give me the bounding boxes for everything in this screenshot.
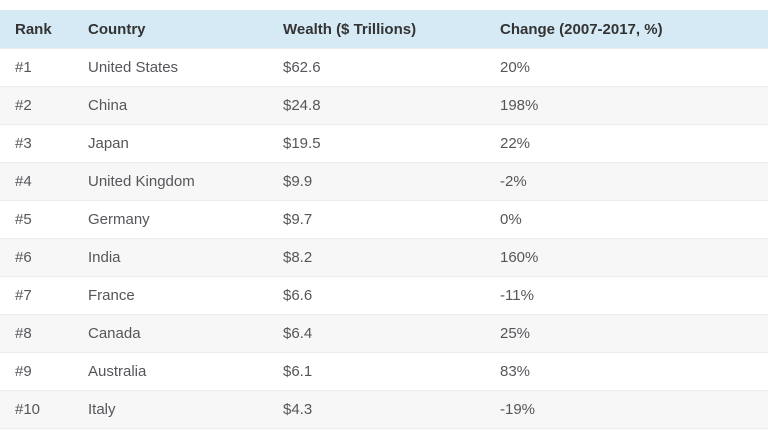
wealth-cell: $24.8 bbox=[283, 86, 500, 125]
table-row: #5 Germany $9.7 0% bbox=[0, 200, 768, 239]
change-cell: 22% bbox=[500, 124, 768, 163]
country-cell: United Kingdom bbox=[88, 162, 283, 201]
rank-cell: #5 bbox=[0, 200, 88, 239]
wealth-by-country-table: Rank Country Wealth ($ Trillions) Change… bbox=[0, 10, 768, 429]
change-cell: 160% bbox=[500, 238, 768, 277]
change-cell: -2% bbox=[500, 162, 768, 201]
wealth-cell: $9.9 bbox=[283, 162, 500, 201]
rank-cell: #6 bbox=[0, 238, 88, 277]
column-header-wealth: Wealth ($ Trillions) bbox=[283, 10, 500, 49]
table-row: #8 Canada $6.4 25% bbox=[0, 314, 768, 353]
wealth-cell: $62.6 bbox=[283, 48, 500, 87]
table-row: #7 France $6.6 -11% bbox=[0, 276, 768, 315]
column-header-country: Country bbox=[88, 10, 283, 49]
rank-cell: #9 bbox=[0, 352, 88, 391]
rank-cell: #4 bbox=[0, 162, 88, 201]
country-cell: France bbox=[88, 276, 283, 315]
change-cell: 198% bbox=[500, 86, 768, 125]
table-row: #4 United Kingdom $9.9 -2% bbox=[0, 162, 768, 201]
country-cell: United States bbox=[88, 48, 283, 87]
change-cell: 0% bbox=[500, 200, 768, 239]
rank-cell: #2 bbox=[0, 86, 88, 125]
wealth-cell: $6.1 bbox=[283, 352, 500, 391]
country-cell: Australia bbox=[88, 352, 283, 391]
wealth-cell: $4.3 bbox=[283, 390, 500, 429]
rank-cell: #10 bbox=[0, 390, 88, 429]
wealth-cell: $8.2 bbox=[283, 238, 500, 277]
country-cell: Canada bbox=[88, 314, 283, 353]
wealth-cell: $9.7 bbox=[283, 200, 500, 239]
change-cell: 25% bbox=[500, 314, 768, 353]
table-row: #3 Japan $19.5 22% bbox=[0, 124, 768, 163]
country-cell: Germany bbox=[88, 200, 283, 239]
column-header-change: Change (2007-2017, %) bbox=[500, 10, 768, 49]
column-header-rank: Rank bbox=[0, 10, 88, 49]
country-cell: Italy bbox=[88, 390, 283, 429]
change-cell: 83% bbox=[500, 352, 768, 391]
country-cell: China bbox=[88, 86, 283, 125]
country-cell: Japan bbox=[88, 124, 283, 163]
table-row: #2 China $24.8 198% bbox=[0, 86, 768, 125]
change-cell: 20% bbox=[500, 48, 768, 87]
table-row: #9 Australia $6.1 83% bbox=[0, 352, 768, 391]
table-row: #6 India $8.2 160% bbox=[0, 238, 768, 277]
table-row: #1 United States $62.6 20% bbox=[0, 48, 768, 87]
wealth-cell: $6.6 bbox=[283, 276, 500, 315]
country-cell: India bbox=[88, 238, 283, 277]
change-cell: -11% bbox=[500, 276, 768, 315]
wealth-cell: $19.5 bbox=[283, 124, 500, 163]
wealth-cell: $6.4 bbox=[283, 314, 500, 353]
rank-cell: #1 bbox=[0, 48, 88, 87]
table-row: #10 Italy $4.3 -19% bbox=[0, 390, 768, 429]
rank-cell: #8 bbox=[0, 314, 88, 353]
rank-cell: #3 bbox=[0, 124, 88, 163]
rank-cell: #7 bbox=[0, 276, 88, 315]
change-cell: -19% bbox=[500, 390, 768, 429]
table-header-row: Rank Country Wealth ($ Trillions) Change… bbox=[0, 10, 768, 49]
